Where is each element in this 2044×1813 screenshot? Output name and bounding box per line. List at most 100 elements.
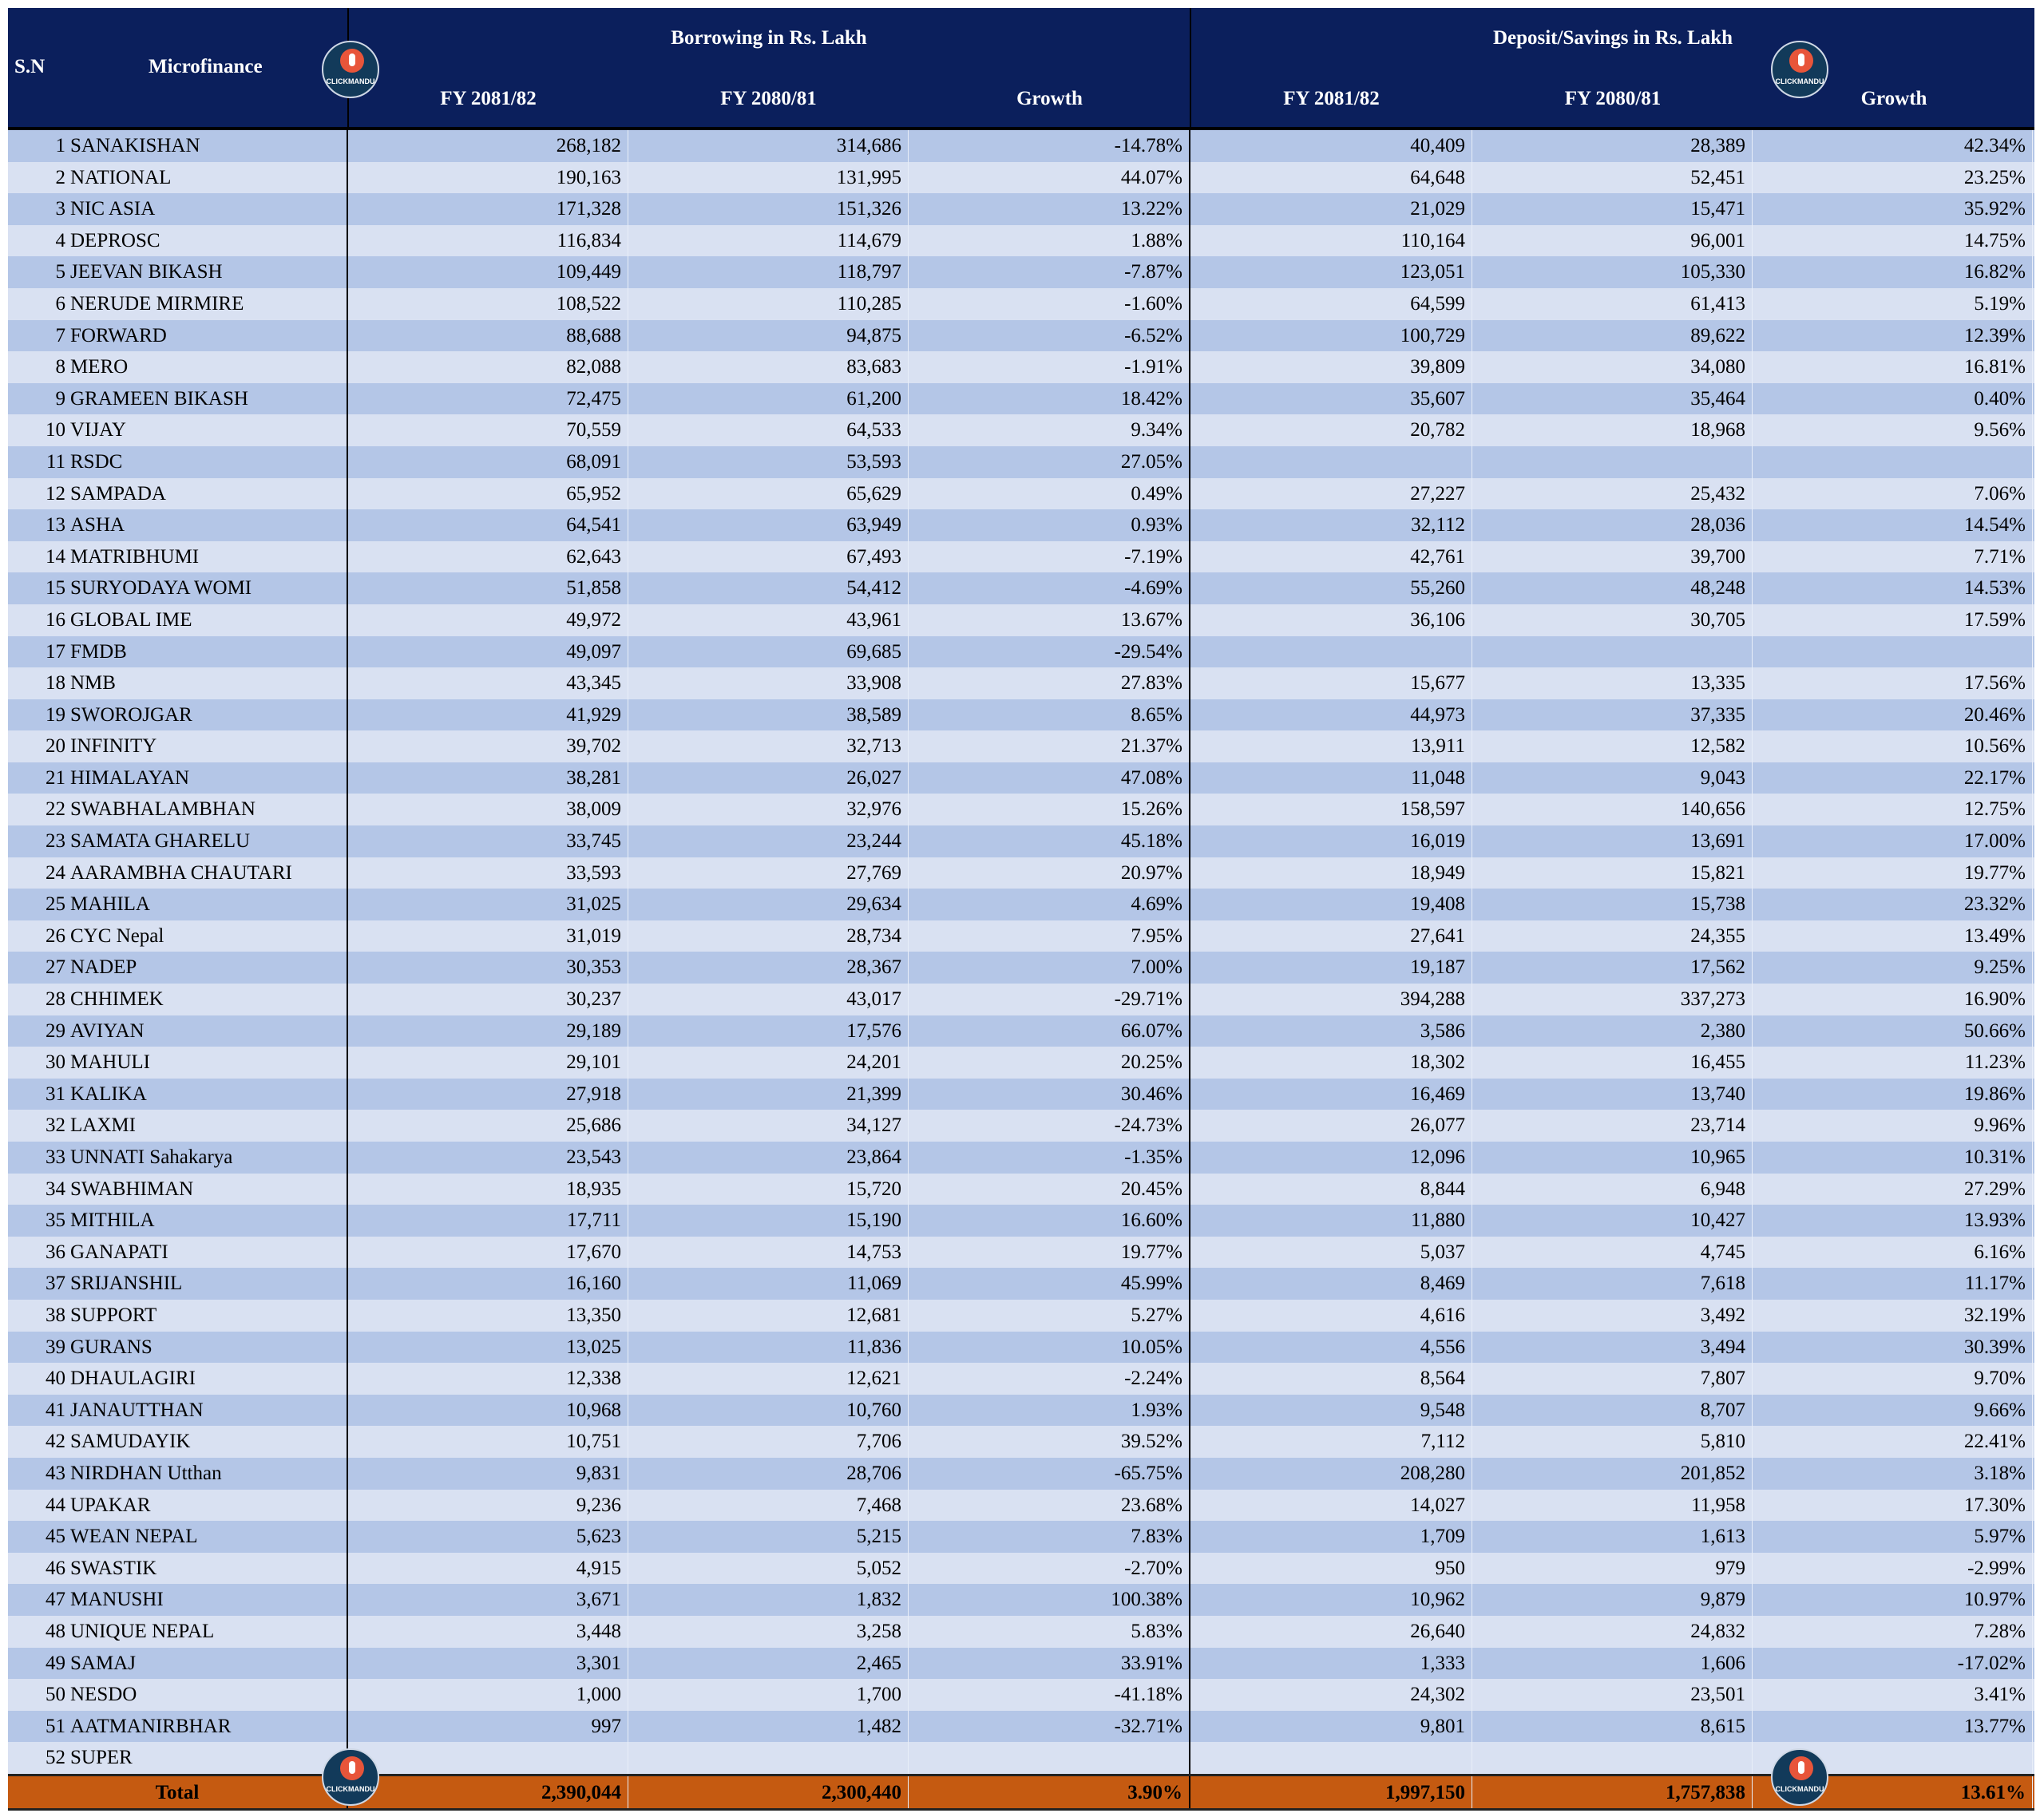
microfinance-name: CYC Nepal [70,924,164,947]
table-body: 1 SANAKISHAN 268,182 314,686 -14.78% 40,409 28… [8,130,2034,1774]
deposit-growth-cell: 13.77% [1753,1710,2033,1743]
deposit-current-cell: 1,709 [1190,1521,1472,1553]
deposit-growth-cell: -17.02% [1753,1647,2033,1680]
borrowing-current-cell: 5,623 [348,1521,628,1553]
serial-number: 35 [46,1209,65,1232]
deposit-current-cell: 19,187 [1190,952,1472,984]
microfinance-name: KALIKA [70,1083,147,1105]
microfinance-name: LAXMI [70,1114,136,1137]
borrowing-growth-cell [909,1742,1190,1774]
borrowing-current-cell: 30,237 [348,984,628,1015]
deposit-growth-cell: 14.75% [1753,224,2033,257]
table-row: 50 NESDO 1,000 1,700 -41.18% 24,302 23,501 3.41… [8,1679,2034,1711]
borrowing-previous-cell: 11,069 [628,1268,909,1300]
borrowing-current-cell: 3,671 [348,1584,628,1616]
deposit-previous-cell: 13,691 [1472,825,1753,857]
name-cell: 6 NERUDE MIRMIRE [8,287,348,320]
borrowing-current-cell: 116,834 [348,224,628,257]
microfinance-name: NIC ASIA [70,198,156,220]
deposit-previous-cell: 24,832 [1472,1615,1753,1648]
deposit-growth-cell: 42.34% [1753,130,2033,162]
microfinance-name: AARAMBHA CHAUTARI [70,861,292,884]
deposit-current-cell: 55,260 [1190,572,1472,604]
microfinance-table: S.N Microfinance Borrowing in Rs. Lakh D… [8,8,2034,1811]
deposit-current-cell: 110,164 [1190,224,1472,257]
borrowing-current-cell: 108,522 [348,287,628,320]
microfinance-name: MAHULI [70,1051,150,1074]
name-cell: 36 GANAPATI [8,1236,348,1269]
serial-number: 47 [46,1589,65,1611]
microfinance-name: SUPPORT [70,1304,157,1326]
borrowing-growth-cell: 5.27% [909,1299,1190,1332]
deposit-growth-cell: 3.41% [1753,1679,2033,1711]
deposit-current-cell: 64,599 [1190,287,1472,320]
borrowing-growth-cell: 21.37% [909,730,1190,762]
deposit-previous-cell [1472,1742,1753,1774]
deposit-previous-cell: 7,807 [1472,1363,1753,1395]
deposit-previous-cell: 105,330 [1472,256,1753,288]
table-row: 26 CYC Nepal 31,019 28,734 7.95% 27,641 24,355… [8,920,2034,952]
borrowing-growth-cell: -41.18% [909,1679,1190,1711]
borrowing-growth-cell: 45.18% [909,825,1190,857]
borrowing-previous-cell: 64,533 [628,414,909,446]
microfinance-name: SAMUDAYIK [70,1431,191,1453]
borrowing-current-cell: 38,009 [348,794,628,826]
deposit-previous-cell: 15,821 [1472,857,1753,889]
name-cell: 7 FORWARD [8,319,348,352]
name-cell: 12 SAMPADA [8,477,348,510]
deposit-growth-cell: 14.53% [1753,572,2033,604]
borrowing-current-cell: 29,189 [348,1015,628,1047]
borrowing-current-cell: 33,593 [348,857,628,889]
name-cell: 33 UNNATI Sahakarya [8,1142,348,1174]
deposit-previous-cell: 5,810 [1472,1426,1753,1458]
table-row: 51 AATMANIRBHAR 997 1,482 -32.71% 9,801 8,615 1… [8,1710,2034,1743]
deposit-growth-cell: 7.06% [1753,477,2033,510]
microfinance-name: NATIONAL [70,166,172,188]
table-row: 52 SUPER [8,1742,2034,1774]
deposit-growth-cell: 13.93% [1753,1205,2033,1237]
microfinance-name: NADEP [70,956,137,979]
name-cell: 31 KALIKA [8,1078,348,1110]
deposit-current-cell: 10,962 [1190,1584,1472,1616]
deposit-growth-cell: 12.75% [1753,794,2033,826]
deposit-growth-cell: 16.90% [1753,984,2033,1015]
table-row: 5 JEEVAN BIKASH 109,449 118,797 -7.87% 123,05… [8,256,2034,288]
name-cell: 28 CHHIMEK [8,984,348,1015]
deposit-current-cell: 42,761 [1190,540,1472,573]
table-row: 10 VIJAY 70,559 64,533 9.34% 20,782 18,968 9.56… [8,414,2034,446]
deposit-current-cell: 15,677 [1190,667,1472,699]
table-row: 23 SAMATA GHARELU 33,745 23,244 45.18% 16,019… [8,825,2034,857]
borrowing-current-cell: 64,541 [348,509,628,541]
borrowing-growth-cell: 20.97% [909,857,1190,889]
microfinance-name: CHHIMEK [70,988,164,1011]
name-cell: 22 SWABHALAMBHAN [8,794,348,826]
table-header: S.N Microfinance Borrowing in Rs. Lakh D… [8,8,2034,130]
deposit-growth-cell: 9.56% [1753,414,2033,446]
microfinance-name: SUPER [70,1747,133,1769]
borrowing-previous-cell: 5,052 [628,1552,909,1585]
name-cell: 16 GLOBAL IME [8,604,348,636]
deposit-current-cell: 32,112 [1190,509,1472,541]
borrowing-previous-cell: 34,127 [628,1110,909,1142]
microfinance-name: JANAUTTHAN [70,1399,204,1421]
deposit-growth-cell: 19.77% [1753,857,2033,889]
borrowing-growth-cell: 13.67% [909,604,1190,636]
microfinance-name: HIMALAYAN [70,766,190,789]
borrowing-previous-cell: 314,686 [628,130,909,162]
table-row: 33 UNNATI Sahakarya 23,543 23,864 -1.35% 12,0… [8,1142,2034,1174]
name-cell: 3 NIC ASIA [8,193,348,225]
deposit-current-cell: 9,801 [1190,1710,1472,1743]
deposit-current-cell: 26,640 [1190,1615,1472,1648]
borrowing-current-cell: 109,449 [348,256,628,288]
borrowing-current-cell: 9,236 [348,1489,628,1522]
table-row: 29 AVIYAN 29,189 17,576 66.07% 3,586 2,380 50.6… [8,1015,2034,1047]
table-row: 41 JANAUTTHAN 10,968 10,760 1.93% 9,548 8,707 9… [8,1394,2034,1427]
serial-number: 37 [46,1273,65,1295]
name-cell: 14 MATRIBHUMI [8,540,348,573]
microfinance-name: VIJAY [70,419,126,441]
borrowing-current-cell: 12,338 [348,1363,628,1395]
deposit-current-cell: 394,288 [1190,984,1472,1015]
deposit-growth-cell: 27.29% [1753,1173,2033,1205]
borrowing-growth-cell: 10.05% [909,1331,1190,1364]
borrowing-previous-cell: 69,685 [628,635,909,668]
